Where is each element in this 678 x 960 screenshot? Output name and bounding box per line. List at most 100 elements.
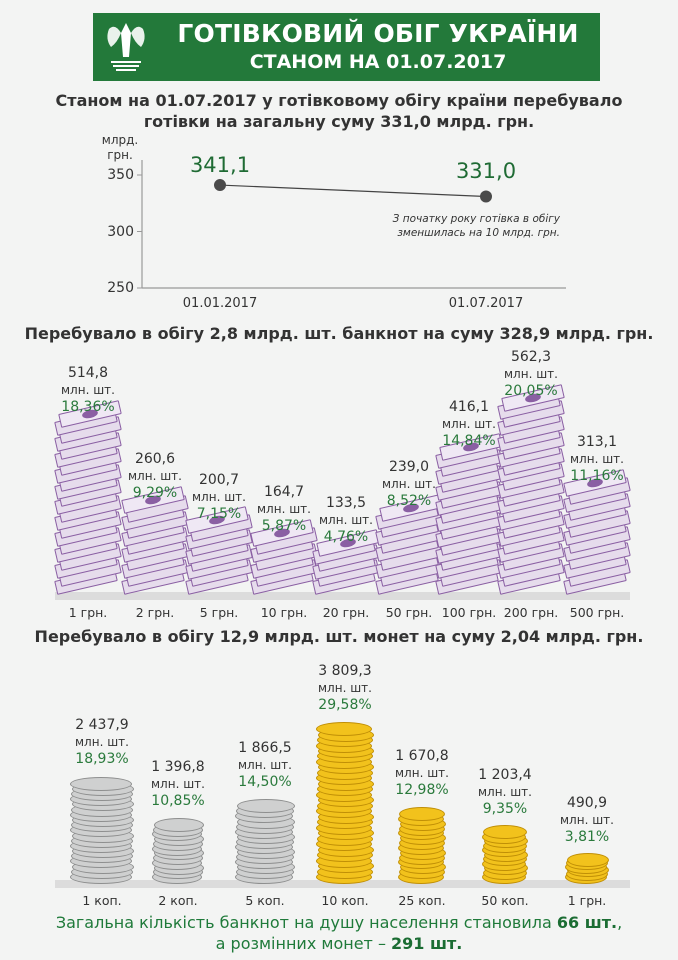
coin-percent: 3,81% (564, 829, 610, 846)
banknote-denomination: 10 грн. (260, 605, 308, 620)
banknote-label: 562,3 млн. шт. 20,05% (501, 349, 561, 400)
coin-icon (567, 852, 609, 867)
banknote-percent: 11,16% (570, 467, 624, 484)
coin-denomination: 2 коп. (158, 893, 198, 908)
banknote-percent: 18,36% (61, 398, 115, 415)
coin-denomination: 5 коп. (245, 893, 285, 908)
banknote-label: 313,1 млн. шт. 11,16% (567, 434, 627, 485)
banknote-percent: 7,15% (196, 505, 242, 522)
banknote-unit: млн. шт. (382, 476, 436, 491)
nbu-logo-icon (107, 23, 145, 71)
coin-count: 490,9 (566, 795, 608, 812)
annotation-line-2: зменшилась на 10 млрд. грн. (397, 227, 560, 239)
banknotes-per-capita: 66 шт. (556, 913, 618, 932)
banknote-percent: 20,05% (504, 382, 558, 399)
intro-line-2: готівки на загальну суму 331,0 млрд. грн… (143, 112, 535, 131)
coin-percent: 10,85% (151, 793, 205, 810)
coin-icon (399, 807, 445, 821)
banknote-denomination: 50 грн. (385, 605, 433, 620)
coin-icon (70, 776, 132, 791)
banknote-unit: млн. шт. (192, 489, 246, 504)
coin-unit: млн. шт. (395, 766, 449, 781)
footer-summary: Загальна кількість банкнот на душу насел… (0, 912, 678, 954)
banknote-label: 200,7 млн. шт. 7,15% (189, 472, 249, 523)
banknote-count: 239,0 (388, 458, 430, 475)
annotation-line-1: З початку року готівка в обігу (392, 213, 560, 225)
coin-label: 1 866,5 млн. шт. 14,50% (230, 740, 300, 791)
data-point-label: 341,1 (189, 153, 251, 178)
intro-line-1: Станом на 01.07.2017 у готівковому обігу… (55, 91, 623, 110)
coins-title: Перебувало в обігу 12,9 млрд. шт. монет … (34, 627, 644, 646)
coin-percent: 29,58% (318, 696, 372, 713)
banknote-count: 260,6 (134, 451, 176, 468)
coin-denomination: 1 коп. (82, 893, 122, 908)
coin-count: 1 396,8 (151, 759, 205, 776)
banknote-unit: млн. шт. (61, 382, 115, 397)
coin-label: 1 203,4 млн. шт. 9,35% (470, 767, 540, 818)
banknote-denomination: 20 грн. (322, 605, 370, 620)
coin-icon (154, 817, 204, 832)
y-tick-label: 350 (107, 167, 134, 183)
data-point-label: 331,0 (455, 159, 517, 184)
banknote-label: 133,5 млн. шт. 4,76% (316, 495, 376, 546)
banknotes-floor (55, 592, 630, 600)
coin-label: 3 809,3 млн. шт. 29,58% (310, 663, 380, 714)
banknote-percent: 8,52% (386, 492, 432, 509)
x-tick-label: 01.07.2017 (448, 296, 524, 311)
coin-percent: 14,50% (238, 774, 292, 791)
banknote-denomination: 500 грн. (569, 605, 625, 620)
line-chart (137, 160, 566, 289)
coin-unit: млн. шт. (238, 758, 292, 773)
y-tick-label: 300 (107, 223, 134, 240)
data-point (480, 190, 492, 203)
banknote-percent: 5,87% (261, 518, 307, 534)
coin-label: 1 396,8 млн. шт. 10,85% (143, 759, 213, 810)
page-subtitle: СТАНОМ НА 01.07.2017 (249, 51, 507, 73)
coin-unit: млн. шт. (75, 735, 129, 750)
coin-denomination: 10 коп. (321, 893, 369, 908)
coin-denomination: 50 коп. (481, 893, 529, 908)
footer-comma: , (617, 913, 623, 932)
banknotes-title: Перебувало в обігу 2,8 млрд. шт. банкнот… (24, 324, 654, 343)
banknote-unit: млн. шт. (128, 469, 182, 484)
y-axis-label-line-1: млрд. (101, 133, 139, 147)
coin-unit: млн. шт. (151, 777, 205, 792)
banknote-label: 260,6 млн. шт. 9,29% (125, 451, 185, 502)
banknote-denomination: 5 грн. (199, 605, 239, 620)
banknote-denomination: 100 грн. (441, 605, 497, 620)
coin-count: 3 809,3 (318, 662, 372, 679)
banknote-label: 164,7 млн. шт. 5,87% (254, 484, 314, 535)
footer-line-1: Загальна кількість банкнот на душу насел… (55, 913, 557, 932)
coins-floor (55, 880, 630, 888)
y-axis-label: млрд. грн. (95, 133, 145, 163)
series-line (219, 184, 487, 198)
banknote-unit: млн. шт. (257, 502, 311, 516)
banknote-percent: 14,84% (442, 432, 496, 449)
coin-unit: млн. шт. (318, 680, 372, 695)
coin-icon (483, 825, 527, 840)
coin-denomination: 1 грн. (567, 893, 607, 908)
banknote-denomination: 200 грн. (503, 605, 559, 620)
x-tick-label: 01.01.2017 (182, 296, 258, 311)
banknote-unit: млн. шт. (319, 512, 373, 527)
banknote-percent: 4,76% (323, 528, 369, 545)
banknote-unit: млн. шт. (570, 451, 624, 466)
coin-count: 1 203,4 (478, 766, 532, 783)
banknote-unit: млн. шт. (504, 366, 558, 381)
coin-count: 2 437,9 (75, 717, 129, 734)
banknote-label: 416,1 млн. шт. 14,84% (439, 399, 499, 450)
chart-annotation: З початку року готівка в обігу зменшилас… (380, 212, 560, 240)
banknote-count: 514,8 (67, 364, 109, 381)
coin-icon (237, 799, 295, 814)
coin-percent: 18,93% (75, 751, 129, 768)
coin-label: 2 437,9 млн. шт. 18,93% (67, 717, 137, 768)
banknote-unit: млн. шт. (442, 416, 496, 431)
banknote-percent: 9,29% (132, 485, 178, 502)
y-tick-label: 250 (107, 280, 134, 296)
coin-unit: млн. шт. (560, 813, 614, 828)
coin-label: 1 670,8 млн. шт. 12,98% (387, 748, 457, 799)
banknote-count: 133,5 (325, 494, 367, 511)
banknote-count: 200,7 (198, 471, 240, 488)
banknote-label: 239,0 млн. шт. 8,52% (379, 459, 439, 510)
coin-percent: 9,35% (482, 800, 528, 817)
